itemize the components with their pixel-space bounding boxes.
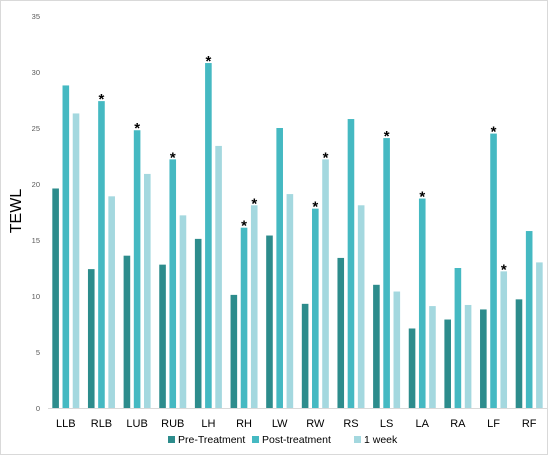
bar-lub-post-treatment <box>133 130 141 409</box>
bar-rub-post-treatment <box>169 159 177 408</box>
bar-rlb-one-week <box>108 196 115 408</box>
x-tick-label: LF <box>487 418 500 430</box>
y-tick-label: 25 <box>32 124 40 133</box>
bar-lw-pre-treatment <box>266 235 273 408</box>
bar-rw-one-week <box>322 159 329 408</box>
bar-lw-one-week <box>286 194 294 408</box>
bar-lf-one-week <box>500 271 508 408</box>
legend-label: Post-treatment <box>262 434 331 446</box>
bar-llb-post-treatment <box>62 85 70 408</box>
bar-la-one-week <box>429 306 436 408</box>
bar-lub-pre-treatment <box>123 255 131 408</box>
y-tick-label: 20 <box>32 180 40 189</box>
bar-ra-post-treatment <box>454 268 462 408</box>
y-tick-label: 5 <box>36 348 40 357</box>
bar-rw-pre-treatment <box>301 303 309 408</box>
x-tick-label: LH <box>201 418 215 430</box>
x-tick-label: LA <box>416 418 430 430</box>
bar-rh-one-week <box>250 205 258 408</box>
bar-lh-post-treatment <box>205 63 212 408</box>
significance-star: * <box>323 149 329 166</box>
x-tick-label: RLB <box>91 418 112 430</box>
bar-rs-one-week <box>357 205 365 408</box>
bar-lf-pre-treatment <box>480 309 487 408</box>
bar-marks <box>52 63 543 409</box>
bar-rs-pre-treatment <box>337 257 345 408</box>
x-axis-ticks: LLB RLB LUB RUB LH RH LW RW RS LS LA RA LF RF <box>56 418 537 430</box>
bar-lw-post-treatment <box>276 128 283 408</box>
legend: Pre-Treatment Post-treatment 1 week <box>168 434 398 446</box>
y-tick-label: 15 <box>32 236 40 245</box>
bar-rf-pre-treatment <box>515 299 523 408</box>
bar-la-pre-treatment <box>408 328 416 408</box>
significance-star: * <box>241 218 247 235</box>
bar-ls-one-week <box>393 291 401 408</box>
significance-star: * <box>501 261 507 278</box>
bar-llb-one-week <box>72 113 80 408</box>
x-tick-label: RH <box>236 418 252 430</box>
bar-la-post-treatment <box>418 198 426 408</box>
bar-rub-pre-treatment <box>159 264 166 408</box>
bar-rlb-post-treatment <box>98 101 105 409</box>
bar-rub-one-week <box>179 215 187 408</box>
significance-markers: ****** ****** <box>99 53 507 278</box>
x-tick-label: RS <box>343 418 358 430</box>
legend-swatch-pre-treatment <box>168 436 175 443</box>
bar-ra-one-week <box>464 304 472 408</box>
y-tick-label: 35 <box>32 12 40 21</box>
legend-label: Pre-Treatment <box>178 434 245 446</box>
legend-label: 1 week <box>364 434 398 446</box>
bar-rw-post-treatment <box>312 208 319 408</box>
bar-rh-post-treatment <box>240 227 248 408</box>
bar-rlb-pre-treatment <box>87 269 95 408</box>
y-tick-label: 30 <box>32 68 40 77</box>
significance-star: * <box>205 53 211 70</box>
x-tick-label: LW <box>272 418 288 430</box>
x-tick-label: LS <box>380 418 393 430</box>
x-tick-label: LLB <box>56 418 76 430</box>
bar-lh-pre-treatment <box>194 238 202 408</box>
significance-star: * <box>419 189 425 206</box>
significance-star: * <box>491 124 497 141</box>
bar-lf-post-treatment <box>490 133 497 408</box>
significance-star: * <box>99 91 105 108</box>
bar-lub-one-week <box>144 173 151 408</box>
y-axis-ticks: 0 5 10 15 20 25 30 35 <box>32 12 40 413</box>
bar-rf-post-treatment <box>525 231 533 408</box>
bar-rf-one-week <box>536 262 543 408</box>
bar-ls-post-treatment <box>383 138 390 408</box>
x-tick-label: RF <box>522 418 537 430</box>
significance-star: * <box>312 199 318 216</box>
bar-llb-pre-treatment <box>52 188 59 408</box>
legend-swatch-post-treatment <box>252 436 259 443</box>
significance-star: * <box>170 149 176 166</box>
bar-lh-one-week <box>215 145 222 409</box>
bar-rh-pre-treatment <box>230 294 238 408</box>
significance-star: * <box>134 120 140 137</box>
x-tick-label: RUB <box>161 418 184 430</box>
y-axis-label: TEWL <box>8 189 25 234</box>
x-tick-label: LUB <box>126 418 147 430</box>
significance-star: * <box>384 128 390 145</box>
y-tick-label: 10 <box>32 292 40 301</box>
x-tick-label: RW <box>306 418 325 430</box>
x-tick-label: RA <box>450 418 466 430</box>
bar-ls-pre-treatment <box>373 284 380 408</box>
bar-rs-post-treatment <box>347 119 355 408</box>
significance-star: * <box>251 195 257 212</box>
y-tick-label: 0 <box>36 404 40 413</box>
bar-ra-pre-treatment <box>444 319 451 408</box>
legend-swatch-one-week <box>354 436 361 443</box>
